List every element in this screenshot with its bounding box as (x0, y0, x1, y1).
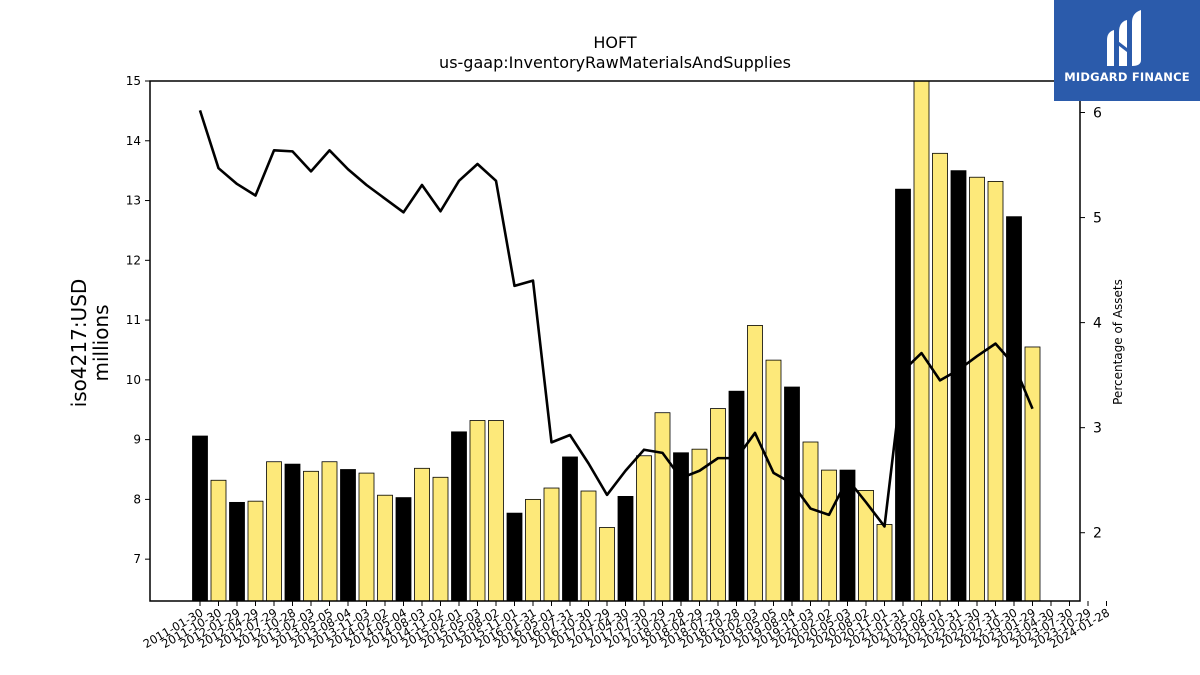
y-tick-label: 15 (126, 74, 141, 88)
bar (784, 386, 800, 601)
bar (414, 467, 430, 601)
bar (506, 512, 523, 601)
y2-tick-label: 2 (1093, 526, 1102, 542)
bar (469, 420, 486, 601)
bar (950, 170, 967, 601)
brand-logo: MIDGARD FINANCE (1054, 0, 1200, 101)
y2-tick-label: 4 (1093, 316, 1102, 332)
y2-tick-label: 6 (1093, 106, 1102, 122)
bar (340, 469, 356, 601)
bar (802, 441, 819, 601)
y-tick-label: 7 (133, 552, 141, 566)
bar (1024, 346, 1041, 601)
midgard-logo-icon (1107, 10, 1141, 66)
bar (432, 476, 449, 601)
y-axis-left: 7 8 9 10 11 12 13 14 15 (126, 74, 150, 566)
bar (895, 188, 911, 601)
bar (969, 176, 985, 601)
bar (266, 461, 282, 601)
bar (728, 390, 745, 601)
bar (562, 456, 578, 601)
bar (1006, 216, 1022, 601)
y-tick-label: 11 (126, 313, 141, 327)
y2-tick-label: 3 (1093, 421, 1102, 437)
y-tick-label: 12 (126, 253, 141, 267)
bar (617, 495, 634, 601)
bar (543, 487, 560, 601)
bar (580, 490, 597, 601)
y-tick-label: 14 (126, 134, 141, 148)
bar (913, 81, 930, 601)
bar (765, 359, 782, 601)
bar-series (192, 81, 1041, 601)
bar (395, 497, 412, 601)
bar (876, 524, 893, 601)
svg-text:iso4217:USDmillions: iso4217:USDmillions (67, 279, 113, 408)
bar (358, 472, 375, 601)
y-tick-label: 8 (133, 492, 141, 506)
percentage-line (198, 110, 1034, 528)
bar (247, 500, 264, 601)
bar (654, 412, 671, 601)
y-axis-label-line: millions (89, 304, 113, 381)
plot-frame (149, 80, 1081, 602)
bar (839, 469, 856, 601)
line-series (198, 110, 1034, 528)
bar (210, 479, 227, 601)
bar (599, 527, 615, 601)
chart-title: HOFT (593, 33, 637, 52)
bar (747, 325, 763, 601)
bar (525, 498, 541, 601)
logo-text: MIDGARD FINANCE (1064, 70, 1190, 84)
bar (321, 461, 338, 601)
y-axis-label: iso4217:USDmillions (67, 279, 113, 408)
bar (987, 181, 1004, 601)
svg-text:Percentage of Assets: Percentage of Assets (1111, 279, 1125, 405)
y-tick-label: 10 (126, 373, 141, 387)
y-tick-label: 13 (126, 194, 141, 208)
bar (821, 469, 837, 601)
y-axis-label-line: iso4217:USD (67, 279, 91, 408)
bar (229, 501, 245, 601)
bar (284, 463, 301, 601)
bar (192, 435, 208, 601)
y2-axis-label: Percentage of Assets (1111, 279, 1125, 405)
y2-tick-label: 5 (1093, 211, 1102, 227)
bar (710, 408, 726, 601)
bar (691, 448, 708, 601)
y-axis-right: 2 3 4 5 6 (1080, 106, 1102, 542)
chart-subtitle: us-gaap:InventoryRawMaterialsAndSupplies (439, 53, 791, 72)
y-tick-label: 9 (133, 433, 141, 447)
bar (488, 420, 504, 601)
x-axis: 2011-01-302011-10-302012-01-292012-04-29… (141, 601, 1112, 651)
bar (303, 470, 319, 601)
bar (636, 455, 652, 601)
bar (377, 494, 393, 601)
bar (451, 431, 467, 601)
